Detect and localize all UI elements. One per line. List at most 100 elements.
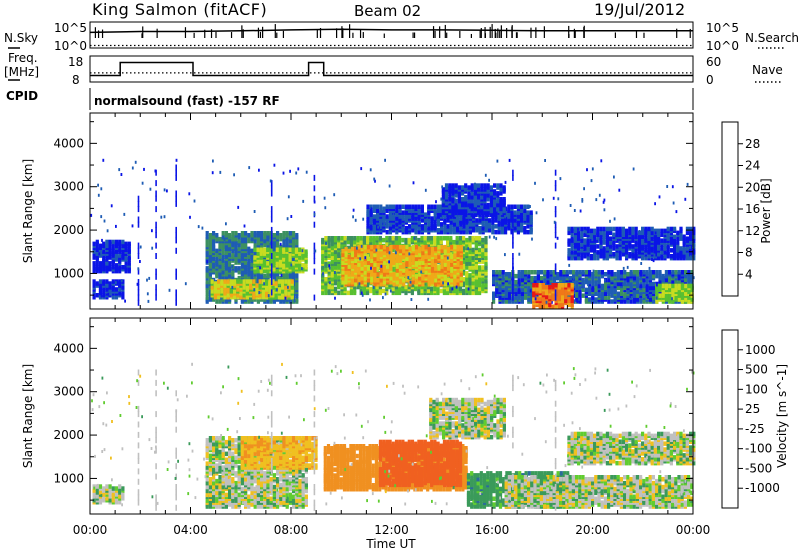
heatmap-cell	[366, 278, 371, 283]
heatmap-cell	[414, 248, 419, 254]
heatmap-cell	[404, 226, 408, 231]
heatmap-cell	[484, 255, 488, 260]
heatmap-cell	[677, 279, 681, 285]
heatmap-cell	[551, 283, 555, 288]
heatmap-cell	[414, 271, 418, 276]
heatmap-cell	[530, 275, 534, 281]
heatmap-cell	[213, 295, 217, 300]
heatmap-cell	[256, 231, 260, 236]
heatmap-cell	[262, 259, 267, 264]
heatmap-cell	[385, 204, 389, 209]
heatmap-cell	[268, 279, 272, 284]
heatmap-cell	[594, 297, 598, 302]
heatmap-cell	[269, 247, 273, 252]
heatmap-cell	[247, 260, 251, 265]
heatmap-cell	[298, 247, 302, 252]
heatmap-cell	[478, 226, 482, 231]
heatmap-cell	[275, 263, 279, 268]
heatmap-cell	[223, 283, 227, 288]
heatmap-cell	[561, 283, 565, 288]
heatmap-cell	[484, 251, 488, 257]
heatmap-cell	[430, 268, 435, 273]
heatmap-cell	[607, 295, 611, 300]
heatmap-cell	[532, 304, 536, 309]
heatmap-cell	[234, 240, 238, 246]
heatmap-cell	[373, 256, 377, 262]
heatmap-cell	[404, 216, 408, 221]
heatmap-cell	[535, 296, 539, 302]
heatmap-cell	[489, 200, 493, 206]
heatmap-cell	[239, 279, 243, 284]
heatmap-cell	[636, 283, 640, 289]
heatmap-cell	[440, 204, 444, 209]
heatmap-cell	[483, 193, 487, 198]
heatmap-cell	[333, 261, 338, 266]
heatmap-cell	[620, 291, 624, 296]
heatmap-cell	[454, 198, 458, 204]
heatmap-cell	[668, 275, 672, 281]
heatmap-cell	[346, 236, 350, 241]
heatmap-cell	[523, 226, 527, 231]
heatmap-cell	[111, 239, 115, 245]
heatmap-cell	[398, 264, 403, 269]
heatmap-cell	[510, 228, 514, 233]
heatmap-cell	[549, 270, 553, 275]
heatmap-cell	[294, 247, 299, 252]
heatmap-cell	[623, 270, 627, 275]
heatmap-cell	[408, 272, 412, 277]
heatmap-cell	[261, 279, 265, 284]
heatmap-cell	[95, 261, 99, 266]
heatmap-cell	[514, 273, 518, 279]
heatmap-cell	[237, 246, 241, 252]
heatmap-cell	[324, 251, 328, 257]
heatmap-cell	[604, 281, 608, 287]
heatmap-cell	[494, 224, 498, 229]
heatmap-cell	[215, 258, 219, 263]
heatmap-cell	[465, 251, 469, 257]
heatmap-cell	[484, 278, 488, 284]
heatmap-cell	[451, 197, 455, 202]
heatmap-cell	[475, 218, 479, 223]
heatmap-cell	[448, 204, 452, 210]
heatmap-cell	[356, 284, 360, 290]
heatmap-cell	[564, 298, 568, 304]
heatmap-cell	[298, 255, 302, 260]
heatmap-cell	[213, 285, 217, 290]
heatmap-cell	[395, 264, 399, 269]
heatmap-cell	[444, 195, 449, 200]
heatmap-cell	[350, 246, 355, 252]
heatmap-cell	[526, 229, 530, 235]
heatmap-cell	[486, 202, 490, 208]
heatmap-cell	[508, 272, 512, 277]
heatmap-cell	[502, 206, 506, 212]
heatmap-cell	[613, 272, 617, 277]
heatmap-cell	[439, 236, 443, 241]
heatmap-cell	[244, 275, 248, 281]
heatmap-cell	[600, 270, 604, 275]
heatmap-cell	[467, 208, 471, 214]
heatmap-cell	[443, 218, 447, 223]
heatmap-cell	[382, 206, 386, 211]
heatmap-cell	[642, 283, 646, 289]
heatmap-cell	[111, 285, 115, 290]
heatmap-cell	[474, 265, 478, 270]
heatmap-cell	[430, 222, 434, 227]
heatmap-cell	[535, 283, 539, 288]
heatmap-cell	[451, 189, 455, 194]
date-title: 19/Jul/2012	[594, 0, 685, 19]
heatmap-cell	[434, 278, 438, 283]
heatmap-cell	[389, 276, 393, 281]
heatmap-cell	[330, 255, 334, 260]
heatmap-cell	[268, 291, 272, 296]
heatmap-cell	[520, 204, 524, 209]
heatmap-cell	[626, 289, 630, 294]
heatmap-cell	[477, 193, 481, 198]
heatmap-cell	[277, 287, 281, 292]
heatmap-cell	[218, 254, 222, 259]
heatmap-cell	[494, 229, 498, 235]
heatmap-cell	[228, 297, 232, 302]
heatmap-cell	[247, 238, 251, 244]
heatmap-cell	[507, 224, 511, 229]
heatmap-cell	[212, 231, 216, 236]
heatmap-cell	[337, 290, 341, 296]
